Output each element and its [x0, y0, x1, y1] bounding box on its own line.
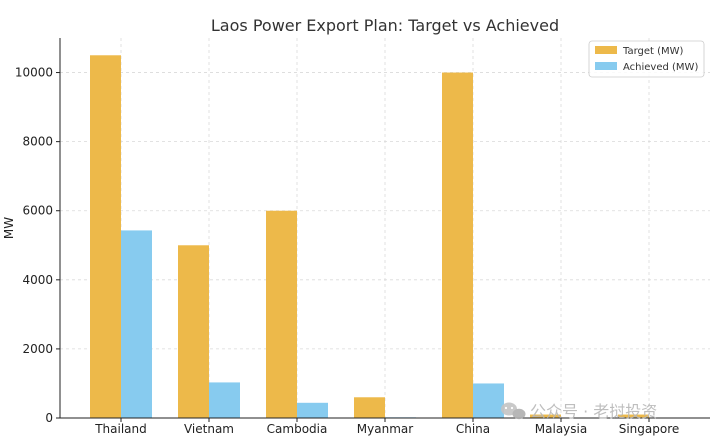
bar-target-thailand	[90, 55, 121, 418]
chart-title: Laos Power Export Plan: Target vs Achiev…	[211, 16, 559, 35]
bar-target-malaysia	[530, 414, 561, 418]
x-ticks: Thailand Vietnam Cambodia Myanmar China Malay…	[94, 418, 679, 436]
x-tick-label-china: China	[456, 422, 490, 436]
y-tick-label-8000: 8000	[22, 135, 53, 149]
y-axis-title: MW	[2, 217, 16, 239]
legend-label-target: Target (MW)	[622, 46, 684, 57]
bar-target-vietnam	[178, 245, 209, 418]
x-tick-label-malaysia: Malaysia	[535, 422, 587, 436]
x-tick-label-myanmar: Myanmar	[357, 422, 413, 436]
bars	[90, 55, 649, 418]
watermark: 公众号 · 老挝投资	[501, 402, 657, 421]
legend-frame	[588, 40, 705, 78]
x-tick-label-cambodia: Cambodia	[267, 422, 328, 436]
legend-label-achieved: Achieved (MW)	[623, 62, 698, 73]
x-tick-label-thailand: Thailand	[94, 422, 147, 436]
bar-target-cambodia	[266, 210, 297, 418]
y-tick-label-6000: 6000	[22, 204, 53, 218]
legend-swatch-achieved	[595, 62, 617, 70]
y-tick-label-0: 0	[45, 411, 53, 425]
wechat-icon	[501, 402, 526, 420]
bar-target-china	[442, 72, 473, 418]
bar-achieved-cambodia	[297, 402, 328, 418]
y-tick-label-2000: 2000	[22, 342, 53, 356]
grid	[60, 38, 710, 418]
bar-achieved-vietnam	[209, 382, 240, 418]
bar-target-singapore	[618, 414, 649, 418]
y-ticks: 0 2000 4000 6000 8000 10000	[15, 66, 60, 425]
y-tick-label-10000: 10000	[15, 66, 53, 80]
bar-target-myanmar	[354, 397, 385, 418]
y-tick-label-4000: 4000	[22, 273, 53, 287]
legend: Target (MW) Achieved (MW)	[588, 40, 705, 78]
bar-achieved-thailand	[121, 230, 152, 418]
watermark-text: 公众号 · 老挝投资	[530, 402, 657, 421]
x-tick-label-vietnam: Vietnam	[184, 422, 234, 436]
bar-achieved-china	[473, 383, 504, 418]
x-tick-label-singapore: Singapore	[619, 422, 680, 436]
legend-swatch-target	[595, 46, 617, 54]
